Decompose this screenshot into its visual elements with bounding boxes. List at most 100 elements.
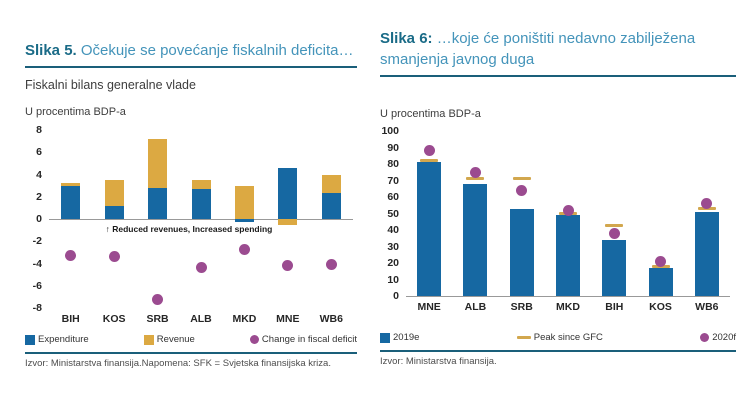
point-change-in-fiscal-deficit <box>238 243 250 255</box>
y-axis-tick-label: 10 <box>387 273 399 286</box>
bar-segment-expenditure <box>148 187 168 219</box>
legend-item-2019e: 2019e <box>380 332 419 343</box>
category-label-kos: KOS <box>102 313 126 325</box>
bar-segment-expenditure <box>104 205 124 219</box>
point-2020f <box>608 227 620 239</box>
x-axis-line <box>49 219 353 220</box>
point-2020f <box>516 184 528 196</box>
point-2020f <box>562 204 574 216</box>
y-axis-tick-label: 50 <box>387 207 399 220</box>
bar-segment-expenditure <box>191 188 211 219</box>
category-label-mne: MNE <box>276 313 300 325</box>
bar-segment-revenue <box>61 183 81 186</box>
category-label-mkd: MKD <box>232 313 257 325</box>
legend-item-peak-since-gfc: Peak since GFC <box>516 332 603 343</box>
y-axis-tick-label: 0 <box>393 290 399 302</box>
legend-label: Change in fiscal deficit <box>261 334 357 345</box>
legend-swatch-2019e <box>380 332 390 343</box>
figure-6-bottom-rule <box>380 350 736 352</box>
bar-segment-revenue <box>104 180 124 206</box>
dash-peak-since-gfc <box>466 177 485 181</box>
legend-label: Revenue <box>156 334 195 345</box>
bar-segment-revenue <box>278 219 298 225</box>
bar-segment-expenditure <box>278 167 298 219</box>
x-axis-line <box>406 296 730 297</box>
y-axis-tick-label: 2 <box>36 190 42 203</box>
y-axis-tick-label: 6 <box>36 146 42 159</box>
point-change-in-fiscal-deficit <box>325 259 337 271</box>
point-2020f <box>469 166 481 178</box>
y-axis-tick-label: 4 <box>36 168 42 181</box>
bar-segment-revenue <box>191 180 211 189</box>
category-label-wb6: WB6 <box>695 301 719 313</box>
figure-slika-6: Slika 6: …koje će poništiti nedavno zabi… <box>380 28 736 385</box>
y-axis-tick-label: 100 <box>381 125 399 137</box>
bar-segment-expenditure <box>234 219 254 223</box>
bar-segment-expenditure <box>321 193 341 219</box>
figure-6-title-text: …koje će poništiti nedavno zabilježena s… <box>380 30 696 68</box>
figure-6-source-note: Izvor: Ministarstva finansija. <box>380 356 497 367</box>
legend-label: 2020f <box>712 332 736 343</box>
y-axis-tick-label: -8 <box>32 302 42 314</box>
y-axis-tick-label: -2 <box>32 235 42 248</box>
point-change-in-fiscal-deficit <box>152 293 164 305</box>
dash-peak-since-gfc <box>512 177 531 181</box>
y-axis-tick-label: 60 <box>387 191 399 203</box>
legend-item-2020f: 2020f <box>700 332 736 343</box>
bar-segment-2019e <box>509 208 534 296</box>
figure-6-legend: 2019e Peak since GFC 2020f <box>380 332 736 343</box>
y-axis-tick-label: 30 <box>387 240 399 253</box>
figure-5-title-text: Očekuje se povećanje fiskalnih deficita… <box>76 42 354 59</box>
legend-label: 2019e <box>393 332 420 343</box>
category-label-srb: SRB <box>146 313 169 325</box>
fiscal-balance-chart: 8 6 4 2 0 -2 -4 -6 -8 BIH KOS SRB ALB MKD MNE WB6 ↑ Redu… <box>25 124 357 330</box>
public-debt-chart: 100 90 80 70 60 50 40 30 20 10 0 MNE ALB SRB MKD BIH KOS… <box>380 125 736 318</box>
bar-segment-revenue <box>321 174 341 194</box>
figure-5-source-note: Izvor: Ministarstva finansija.Napomena: … <box>25 358 331 369</box>
bar-segment-2019e <box>648 267 673 296</box>
legend-swatch-peak-since-gfc <box>516 336 531 339</box>
y-axis-tick-label: -6 <box>32 279 42 292</box>
figure-slika-5: Slika 5. Očekuje se povećanje fiskalnih … <box>25 40 357 385</box>
category-label-wb6: WB6 <box>319 313 343 325</box>
y-axis-tick-label: 8 <box>36 124 42 136</box>
category-label-mne: MNE <box>417 301 441 313</box>
bar-segment-revenue <box>148 138 168 188</box>
bar-segment-revenue <box>234 185 254 219</box>
legend-swatch-expenditure <box>25 334 35 345</box>
y-axis-tick-label: 80 <box>387 158 399 170</box>
category-label-alb: ALB <box>464 301 487 313</box>
category-label-srb: SRB <box>510 301 533 313</box>
y-axis-tick-label: 0 <box>36 213 42 225</box>
figure-5-title-label: Slika 5. <box>25 42 77 59</box>
bar-segment-2019e <box>417 162 442 296</box>
point-change-in-fiscal-deficit <box>108 251 120 263</box>
figure-5-legend: Expenditure Revenue Change in fiscal defic… <box>25 334 357 345</box>
category-label-mkd: MKD <box>556 301 580 313</box>
legend-item-change-in-fiscal-deficit: Change in fiscal deficit <box>249 334 357 345</box>
bar-segment-2019e <box>556 215 580 296</box>
legend-label: Expenditure <box>38 334 89 345</box>
category-label-kos: KOS <box>649 301 672 313</box>
y-axis-tick-label: 90 <box>387 141 399 154</box>
dash-peak-since-gfc <box>605 223 624 227</box>
point-change-in-fiscal-deficit <box>195 262 207 274</box>
chart-annotation: ↑ Reduced revenues, Increased spending <box>105 224 273 234</box>
category-label-alb: ALB <box>190 313 212 325</box>
legend-item-expenditure: Expenditure <box>25 334 89 345</box>
category-label-bih: BIH <box>605 301 624 313</box>
bar-segment-2019e <box>463 183 488 296</box>
legend-swatch-revenue <box>143 334 154 345</box>
legend-label: Peak since GFC <box>533 332 603 343</box>
figure-6-title-label: Slika 6: <box>380 30 433 47</box>
figure-5-bottom-rule <box>25 352 357 354</box>
point-change-in-fiscal-deficit <box>282 260 294 272</box>
legend-item-revenue: Revenue <box>143 334 195 345</box>
y-axis-tick-label: -4 <box>32 257 42 270</box>
y-axis-tick-label: 40 <box>387 224 399 236</box>
y-axis-tick-label: 70 <box>387 174 399 187</box>
figure-5-title: Slika 5. Očekuje se povećanje fiskalnih … <box>25 40 357 68</box>
legend-swatch-change-in-fiscal-deficit <box>249 335 259 344</box>
y-axis-tick-label: 20 <box>387 257 399 269</box>
